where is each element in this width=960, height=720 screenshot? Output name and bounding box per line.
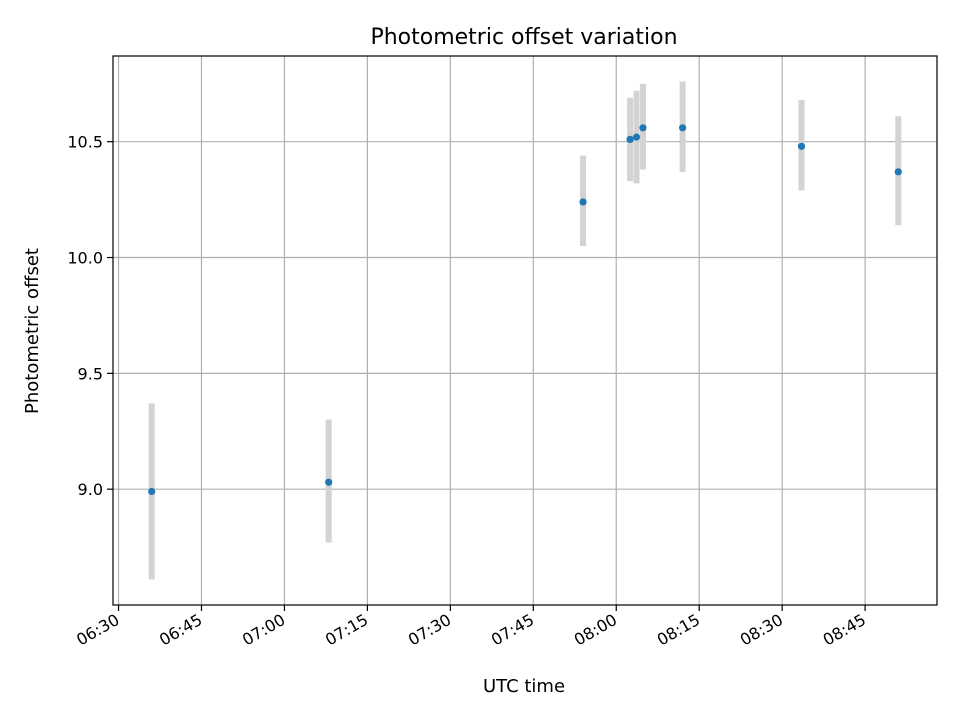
data-point xyxy=(579,198,587,206)
y-tick-label: 9.0 xyxy=(78,480,103,499)
x-tick-label: 08:15 xyxy=(654,610,703,650)
x-tick-label: 07:15 xyxy=(322,610,371,650)
data-point xyxy=(797,142,806,150)
data-point xyxy=(325,478,333,486)
x-tick-label: 06:30 xyxy=(73,610,122,650)
tick-layer: 06:30 06:45 07:00 07:15 07:30 07:45 08:00 08:15… xyxy=(67,133,869,650)
data-point xyxy=(626,135,634,143)
errorbar-layer xyxy=(148,81,902,580)
chart-title: Photometric offset variation xyxy=(370,25,677,50)
data-point xyxy=(632,133,641,141)
x-tick-label: 08:45 xyxy=(820,610,869,650)
data-point xyxy=(639,124,647,132)
data-point xyxy=(679,124,687,132)
x-axis-label: UTC time xyxy=(483,676,565,697)
y-tick-label: 9.5 xyxy=(78,364,103,383)
grid-layer xyxy=(113,56,937,605)
x-tick-label: 08:30 xyxy=(737,610,786,650)
data-point xyxy=(148,487,156,496)
y-axis-label: Photometric offset xyxy=(22,248,43,414)
x-tick-label: 08:00 xyxy=(571,610,620,650)
data-point xyxy=(894,168,902,176)
y-tick-label: 10.5 xyxy=(67,133,103,152)
x-tick-label: 06:45 xyxy=(156,610,205,650)
x-tick-label: 07:30 xyxy=(405,610,454,650)
x-tick-label: 07:45 xyxy=(488,610,537,650)
plot-frame xyxy=(112,55,938,606)
y-tick-label: 10.0 xyxy=(67,249,103,268)
x-tick-label: 07:00 xyxy=(239,610,288,650)
point-layer xyxy=(148,124,902,496)
